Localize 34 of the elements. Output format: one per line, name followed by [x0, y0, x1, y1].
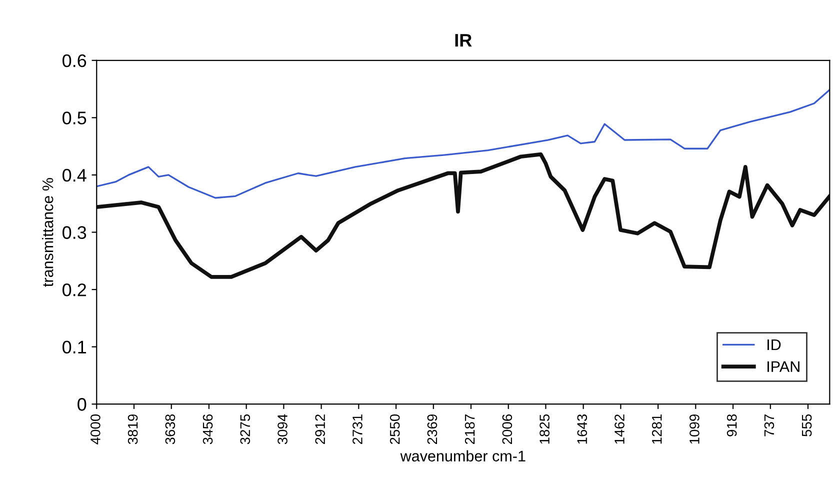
x-tick-label: 2731	[352, 414, 362, 444]
x-tick-label: 3275	[240, 414, 250, 444]
x-tick-label: 1643	[577, 414, 588, 444]
y-tick-label: 0.4	[62, 168, 86, 182]
x-tick-label: 555	[802, 414, 812, 436]
x-tick-label: 3456	[202, 414, 213, 444]
x-tick-label: 2369	[427, 414, 438, 444]
x-tick-label: 737	[764, 414, 774, 436]
legend-label: IPAN	[768, 361, 800, 372]
x-tick-label: 3819	[128, 414, 138, 444]
x-tick-label: 3094	[278, 414, 288, 444]
x-tick-label: 1825	[540, 414, 550, 444]
y-tick-label: 0.3	[62, 226, 86, 239]
x-axis-title: wavenumber cm-1	[400, 450, 526, 462]
x-tick-label: 3638	[165, 414, 176, 444]
y-axis-title: transmittance %	[42, 178, 54, 287]
y-tick-label: 0.1	[62, 340, 86, 354]
line-series	[96, 152, 830, 279]
x-tick-label: 1462	[614, 414, 624, 444]
x-tick-label: 1281	[652, 414, 662, 444]
y-tick-label: 0.6	[62, 54, 86, 68]
x-tick-label: 918	[726, 414, 737, 436]
chart-title: IR	[455, 34, 472, 47]
line-series	[96, 89, 830, 199]
y-tick-label: 0	[78, 398, 86, 411]
x-tick-label: 4000	[90, 414, 100, 444]
x-tick-label: 2912	[315, 414, 326, 444]
x-tick-label: 2550	[390, 414, 400, 444]
x-tick-label: 1099	[690, 414, 700, 444]
legend-label: ID	[768, 340, 781, 350]
y-tick-label: 0.2	[62, 283, 86, 296]
x-tick-label: 2187	[464, 414, 475, 444]
y-tick-label: 0.5	[62, 112, 86, 124]
x-tick-label: 2006	[502, 414, 512, 444]
